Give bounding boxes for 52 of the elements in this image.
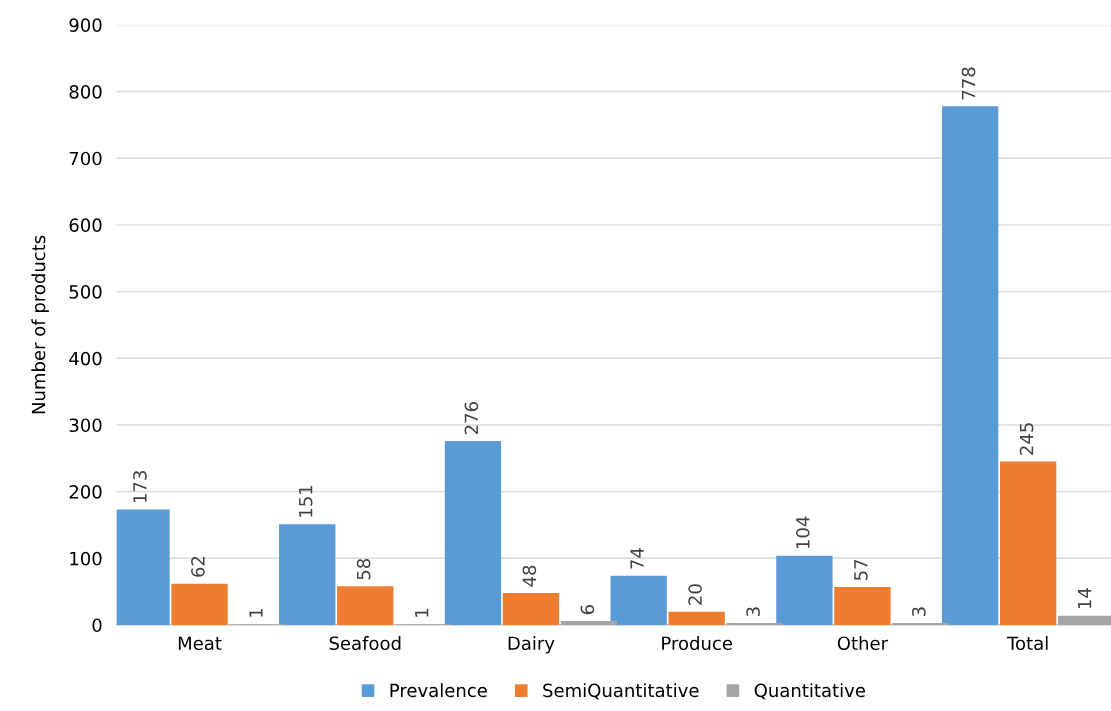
bar (776, 555, 833, 625)
y-tick-label: 100 (70, 551, 102, 566)
bar (726, 622, 783, 625)
y-tick-label: 600 (69, 218, 102, 233)
data-label: 151 (299, 485, 313, 517)
data-label: 245 (1019, 423, 1034, 455)
data-label: 3 (912, 607, 926, 617)
bar (834, 586, 891, 625)
data-label: 1 (249, 608, 263, 617)
bar (560, 620, 618, 625)
y-tick-label: 400 (69, 351, 102, 366)
x-tick-label: Total (1007, 636, 1048, 651)
x-tick-label: Dairy (508, 636, 555, 654)
legend-label: Quantitative (754, 683, 865, 700)
data-label: 1 (415, 608, 429, 617)
bar (610, 575, 667, 625)
data-label: 6 (580, 605, 595, 615)
x-tick-label: Other (837, 636, 889, 651)
data-label: 48 (522, 565, 537, 587)
data-label: 62 (191, 556, 205, 577)
bar (444, 440, 502, 625)
data-label: 173 (133, 471, 147, 503)
bar (941, 106, 999, 625)
y-tick-label: 500 (69, 285, 102, 299)
data-label: 74 (630, 548, 644, 569)
y-tick-label: 700 (69, 151, 102, 166)
data-label: 3 (746, 607, 760, 617)
y-tick-label: 0 (92, 618, 102, 633)
y-tick-label: 200 (69, 485, 102, 499)
y-tick-label: 300 (69, 418, 102, 433)
x-tick-label: Produce (662, 636, 733, 651)
data-label: 14 (1077, 588, 1092, 609)
bar (892, 622, 949, 625)
y-axis-title: Number of products (31, 235, 49, 414)
legend-label: SemiQuantitative (543, 683, 699, 700)
bar (279, 524, 336, 625)
bar (171, 583, 228, 625)
y-tick-label: 800 (69, 85, 102, 99)
y-tick-label: 900 (69, 18, 102, 32)
data-label: 57 (854, 559, 868, 581)
bar (668, 611, 725, 625)
data-label: 58 (356, 559, 371, 580)
data-label: 20 (688, 584, 702, 605)
legend-label: Prevalence (390, 683, 487, 698)
data-label: 778 (961, 67, 976, 100)
bar (999, 461, 1057, 625)
data-label: 276 (464, 402, 479, 435)
bar (502, 592, 560, 625)
x-tick-label: Meat (178, 636, 222, 651)
bar (337, 586, 394, 625)
data-label: 104 (795, 516, 810, 549)
x-tick-label: Seafood (329, 636, 401, 651)
